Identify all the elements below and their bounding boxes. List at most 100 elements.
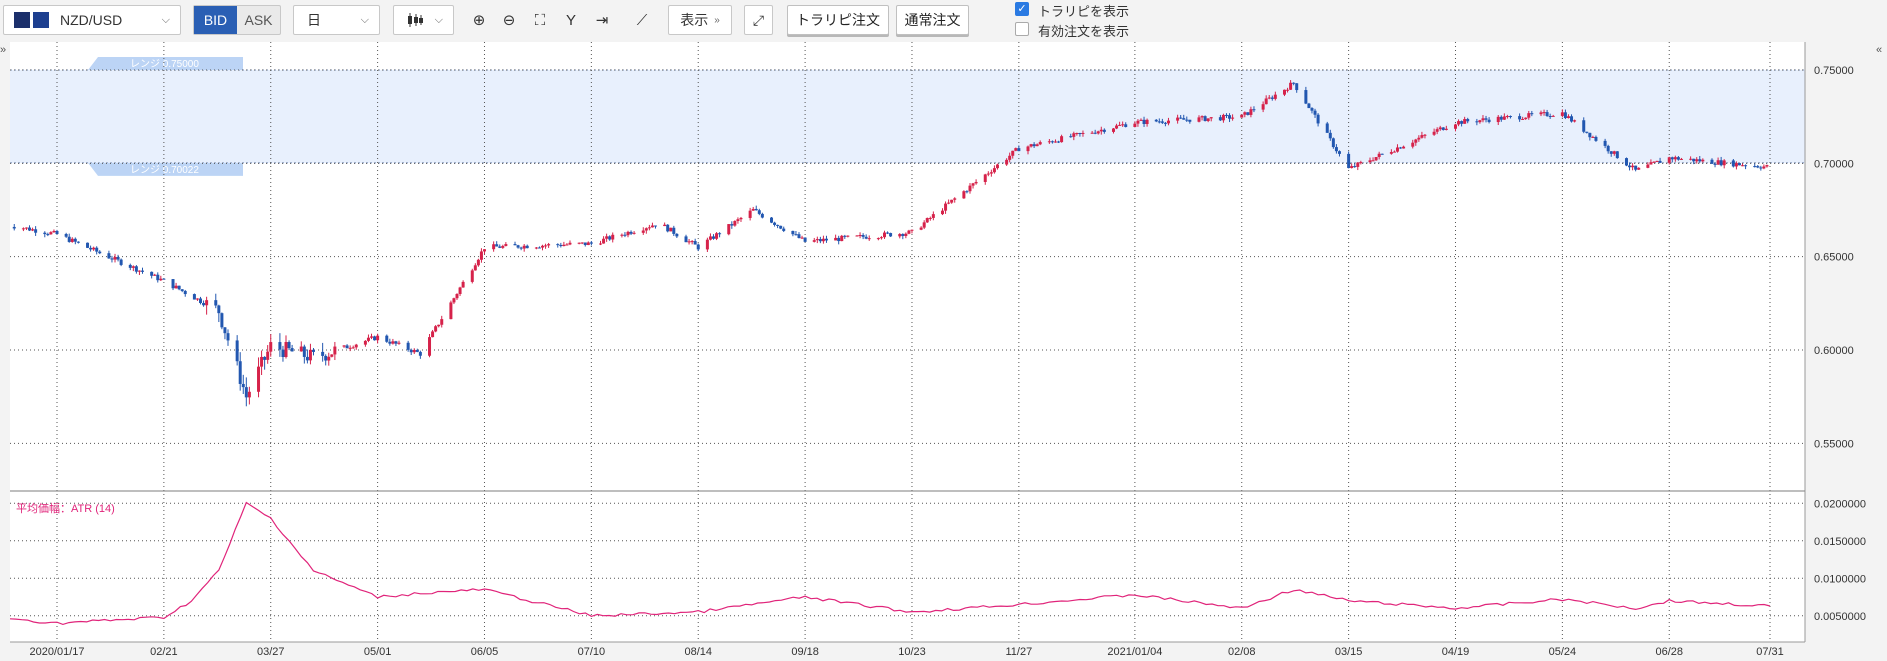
candle-body [995, 164, 999, 169]
candle-body [907, 230, 911, 234]
candle-body [641, 230, 645, 233]
candle-body [739, 217, 743, 220]
candle-body [1765, 165, 1769, 167]
candle-body [965, 191, 969, 193]
candle-body [1624, 158, 1628, 166]
candle-body [711, 236, 715, 239]
bid-button[interactable]: BID [194, 6, 237, 34]
price-chart[interactable]: レンジ 0.75000 レンジ 0.70022 0.750000.700000.… [0, 42, 1887, 661]
trailing-order-button[interactable]: トラリピ注文 [787, 5, 889, 35]
candle-body [1646, 164, 1650, 168]
y-tick-label: 0.70000 [1814, 158, 1854, 170]
candle-body [748, 210, 752, 218]
candle-body [1072, 133, 1076, 137]
collapse-left-icon[interactable]: » [0, 44, 7, 56]
x-tick-label: 08/14 [684, 646, 712, 658]
ask-button[interactable]: ASK [244, 12, 273, 28]
period-selector[interactable]: 日 ⌵ [293, 5, 380, 35]
candle-body [1392, 151, 1396, 153]
fit-screen-icon[interactable]: ⛶ [534, 11, 546, 29]
candle-body [64, 234, 68, 237]
candle-body [287, 342, 291, 349]
candle-body [944, 203, 948, 211]
candle-body [263, 356, 267, 360]
candle-body [479, 251, 483, 260]
zoom-in-icon[interactable]: ⊕ [472, 12, 486, 29]
candle-body [476, 259, 480, 266]
expand-icon[interactable]: ⤢ [744, 5, 773, 35]
candle-body [1243, 112, 1247, 115]
add-indicator-icon[interactable]: ⟋ [636, 11, 648, 29]
candle-body [1353, 166, 1357, 168]
candle-body [1420, 135, 1424, 138]
display-menu-button[interactable]: 表示 » [668, 5, 732, 35]
candle-body [385, 335, 389, 342]
candle-body [541, 245, 545, 248]
zoom-out-icon[interactable]: ⊖ [502, 12, 516, 29]
candle-body [1585, 131, 1589, 133]
candle-body [1133, 123, 1137, 127]
candle-body [733, 220, 737, 226]
candle-body [1142, 119, 1146, 125]
candle-body [1218, 117, 1222, 121]
candle-body [858, 235, 862, 237]
candle-body [1188, 119, 1192, 122]
scroll-to-latest-icon[interactable]: ⇥ [595, 12, 609, 29]
candle-body [986, 173, 990, 175]
candle-body [1246, 112, 1250, 115]
indicator-chart-area [10, 492, 1805, 642]
chevron-down-icon: ⌵ [360, 14, 369, 26]
candle-body [522, 245, 526, 249]
symbol-selector[interactable]: NZD/USD ⌵ [3, 5, 181, 35]
candle-body [818, 239, 822, 242]
candle-body [180, 289, 184, 291]
candle-body [1337, 151, 1341, 154]
display-label: 表示 [680, 12, 709, 28]
candle-body [281, 349, 285, 357]
candle-body [1573, 120, 1577, 122]
candle-body [693, 241, 697, 245]
range-lower-tag [88, 162, 243, 176]
candle-body [366, 337, 370, 341]
candle-body [1432, 131, 1436, 135]
candle-body [1307, 103, 1311, 109]
x-tick-label: 05/24 [1549, 646, 1577, 658]
candle-body [330, 354, 334, 357]
candle-body [205, 300, 209, 306]
candle-body [950, 199, 954, 203]
candle-body [1356, 162, 1360, 167]
candle-body [534, 247, 538, 249]
candle-body [1399, 147, 1403, 149]
candle-body [867, 238, 871, 240]
x-tick-label: 2021/01/04 [1107, 646, 1162, 658]
candle-body [1710, 159, 1714, 164]
show-trailing-checkbox[interactable]: ✓ [1015, 2, 1029, 16]
candle-body [1282, 89, 1286, 95]
collapse-right-icon[interactable]: « [1876, 44, 1883, 56]
candle-body [605, 236, 609, 239]
candle-body [1734, 163, 1738, 167]
x-tick-label: 07/10 [578, 646, 606, 658]
candle-body [70, 238, 74, 242]
candle-body [43, 232, 47, 235]
candle-body [922, 222, 926, 228]
show-active-orders-checkbox[interactable] [1015, 22, 1029, 36]
candle-body [1539, 112, 1543, 115]
candle-body [1347, 153, 1351, 169]
candle-body [202, 303, 206, 306]
x-tick-label: 05/01 [364, 646, 392, 658]
atr-series [9, 501, 1771, 626]
candle-body [773, 222, 777, 225]
candle-body [1466, 119, 1470, 122]
date-axis: 2020/01/17 02/21 03/27 05/01 06/05 07/10 08/14… [29, 646, 1783, 658]
atr-tick-label: 0.0150000 [1814, 536, 1866, 548]
candle-body [455, 294, 459, 299]
candle-body [28, 227, 32, 231]
y-axis-lock-icon[interactable]: Y [565, 11, 576, 29]
candle-body [299, 346, 303, 352]
candle-body [1628, 165, 1632, 168]
normal-order-button[interactable]: 通常注文 [896, 5, 969, 35]
candle-body [302, 346, 306, 357]
chart-type-selector[interactable]: ⌵ [393, 5, 454, 35]
candle-body [171, 279, 175, 289]
